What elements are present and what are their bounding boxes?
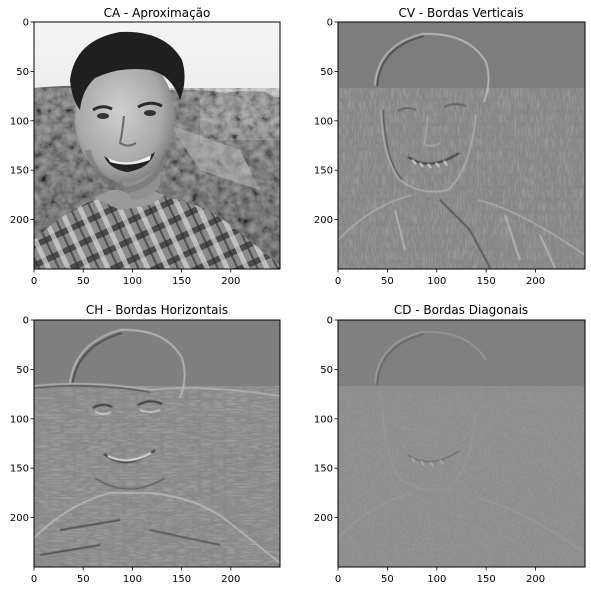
y-tick-label: 0 <box>327 316 333 327</box>
y-tick-label: 50 <box>16 365 29 376</box>
x-tick-label: 100 <box>427 276 446 287</box>
panel-title-4: CD - Bordas Diagonais <box>394 303 528 317</box>
x-tick-label: 200 <box>221 276 240 287</box>
x-tick-label: 150 <box>477 276 496 287</box>
y-tick-label: 50 <box>320 67 333 78</box>
x-tick-label: 100 <box>123 276 142 287</box>
x-tick-label: 200 <box>526 276 545 287</box>
y-tick-label: 50 <box>16 67 29 78</box>
x-tick-label: 0 <box>335 574 341 585</box>
x-tick-label: 50 <box>77 276 90 287</box>
x-tick-label: 0 <box>335 276 341 287</box>
x-tick-label: 100 <box>427 574 446 585</box>
y-tick-label: 150 <box>10 464 29 475</box>
y-tick-label: 0 <box>23 18 29 29</box>
panel-title-1: CA - Aproximação <box>104 6 211 20</box>
x-tick-label: 0 <box>31 276 37 287</box>
y-tick-label: 150 <box>314 166 333 177</box>
y-tick-label: 200 <box>314 215 333 226</box>
image-horizontal-edges <box>34 320 280 567</box>
y-tick-label: 200 <box>314 513 333 524</box>
y-tick-label: 100 <box>314 116 333 127</box>
x-tick-label: 50 <box>381 574 394 585</box>
panel-title-2: CV - Bordas Verticais <box>398 6 523 20</box>
image-vertical-edges <box>338 22 585 269</box>
x-tick-label: 150 <box>172 574 191 585</box>
x-tick-label: 200 <box>526 574 545 585</box>
y-tick-label: 0 <box>23 316 29 327</box>
y-tick-label: 100 <box>10 116 29 127</box>
x-tick-label: 200 <box>221 574 240 585</box>
y-tick-label: 200 <box>10 513 29 524</box>
y-tick-label: 200 <box>10 215 29 226</box>
y-tick-label: 100 <box>314 414 333 425</box>
x-tick-label: 100 <box>123 574 142 585</box>
x-tick-label: 50 <box>381 276 394 287</box>
x-tick-label: 150 <box>477 574 496 585</box>
image-diagonal-edges <box>338 320 585 567</box>
x-tick-label: 150 <box>172 276 191 287</box>
x-tick-label: 0 <box>31 574 37 585</box>
image-approximation <box>34 22 280 269</box>
y-tick-label: 100 <box>10 414 29 425</box>
y-tick-label: 50 <box>320 365 333 376</box>
y-tick-label: 150 <box>314 464 333 475</box>
y-tick-label: 150 <box>10 166 29 177</box>
panel-title-3: CH - Bordas Horizontais <box>86 303 228 317</box>
y-tick-label: 0 <box>327 18 333 29</box>
x-tick-label: 50 <box>77 574 90 585</box>
